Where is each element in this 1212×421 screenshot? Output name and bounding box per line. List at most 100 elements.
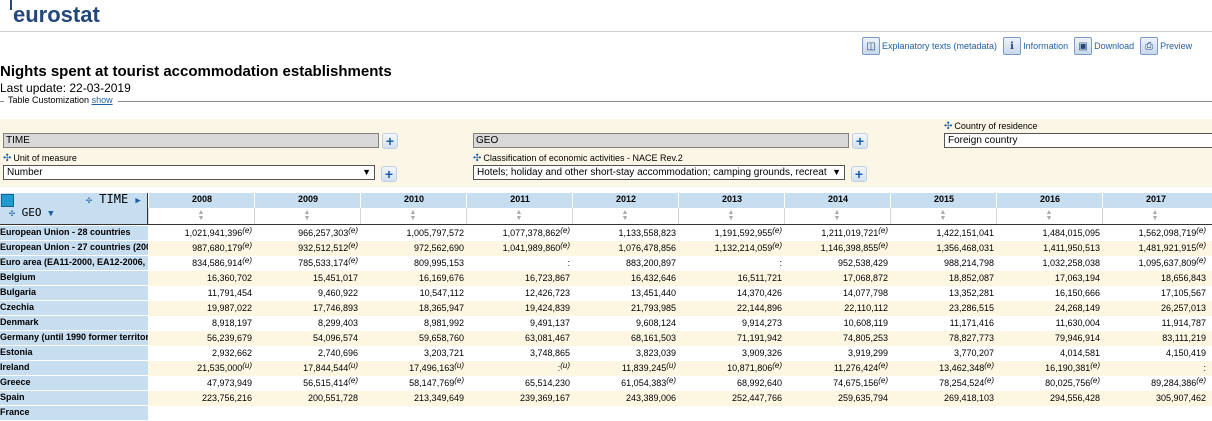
row-label[interactable]: Greece	[0, 376, 148, 391]
table-cell: 16,511,721	[737, 273, 782, 283]
move-icon[interactable]: ✣	[473, 153, 482, 164]
year-header[interactable]: 2012	[572, 193, 679, 208]
table-row: France	[0, 406, 1212, 421]
move-icon[interactable]: ✣	[944, 121, 953, 132]
table-settings-icon[interactable]	[1, 194, 14, 207]
row-label[interactable]: France	[0, 406, 148, 421]
year-header[interactable]: 2010	[360, 193, 467, 208]
toolbar-item[interactable]: ◫ Explanatory texts (metadata)	[862, 37, 997, 55]
table-cell: 8,299,403	[317, 318, 358, 328]
row-label[interactable]: Bulgaria	[0, 286, 148, 301]
unit-add-button[interactable]: +	[381, 166, 397, 182]
table-cell: 8,981,992	[423, 318, 464, 328]
year-header[interactable]: 2015	[890, 193, 997, 208]
year-header[interactable]: 2008	[148, 193, 255, 208]
year-header[interactable]: 2016	[996, 193, 1103, 208]
toolbar-label[interactable]: Explanatory texts (metadata)	[882, 41, 998, 51]
toolbar-label[interactable]: Preview	[1160, 41, 1193, 51]
nace-select[interactable]: Hotels; holiday and other short-stay acc…	[473, 165, 845, 180]
toolbar-label[interactable]: Download	[1094, 41, 1135, 51]
year-header[interactable]: 2013	[678, 193, 785, 208]
sort-icon[interactable]: ▲ ▼	[303, 209, 311, 222]
table-cell: 4,014,581	[1059, 348, 1100, 358]
sort-icon[interactable]: ▲ ▼	[1045, 209, 1053, 222]
table-cell: 785,533,174(e)	[298, 256, 358, 268]
row-label[interactable]: Spain	[0, 391, 148, 406]
table-cell: 16,169,676	[418, 273, 464, 283]
toolbar-item[interactable]: ▣ Download	[1074, 37, 1134, 55]
flag-note: (e)	[242, 241, 252, 250]
row-label[interactable]: European Union - 28 countries	[0, 226, 148, 241]
table-cell: 2,932,662	[211, 348, 252, 358]
print-icon[interactable]: ⎙	[1140, 37, 1159, 55]
table-row: European Union - 28 countries 1,021,941,3…	[0, 226, 1212, 241]
flag-note: (e)	[348, 376, 358, 385]
time-header[interactable]: ✣ TIME ▶	[86, 192, 141, 206]
time-add-button[interactable]: +	[382, 133, 398, 149]
table-row: Spain 223,756,216 200,551,728 213,349,649 23…	[0, 391, 1212, 406]
metadata-icon[interactable]: ◫	[862, 37, 880, 55]
row-label[interactable]: Germany (until 1990 former territor	[0, 331, 148, 346]
time-dimension-box[interactable]: TIME	[3, 133, 379, 148]
sort-icon[interactable]: ▲ ▼	[515, 209, 523, 222]
table-row: Czechia 19,987,022 17,746,893 18,365,947 19,…	[0, 301, 1212, 316]
table-cell: 305,907,462	[1155, 393, 1206, 403]
geo-header[interactable]: ✣ GEO ▼	[9, 206, 54, 219]
sort-icon[interactable]: ▲ ▼	[833, 209, 841, 222]
table-cell: 24,268,149	[1054, 303, 1100, 313]
year-header[interactable]: 2014	[784, 193, 891, 208]
save-icon[interactable]: ▣	[1074, 37, 1093, 55]
table-cell: 63,081,467	[524, 333, 570, 343]
year-header[interactable]: 2011	[466, 193, 573, 208]
sort-icon[interactable]: ▲ ▼	[409, 209, 417, 222]
country-residence-select[interactable]: Foreign country	[944, 133, 1212, 148]
table-cell: 9,608,124	[635, 318, 676, 328]
table-cell: 1,021,941,396(e)	[184, 226, 252, 238]
page-title: Nights spent at tourist accommodation es…	[0, 63, 392, 80]
flag-note: (e)	[1196, 241, 1206, 250]
geo-add-button[interactable]: +	[852, 133, 868, 149]
sort-icon[interactable]: ▲ ▼	[621, 209, 629, 222]
table-cell: 17,844,544(u)	[303, 361, 358, 373]
sort-icon[interactable]: ▲ ▼	[727, 209, 735, 222]
row-label[interactable]: Belgium	[0, 271, 148, 286]
unit-of-measure-label: ✣ Unit of measure	[3, 153, 77, 164]
customization-show-link[interactable]: show	[91, 95, 113, 105]
table-cell: 17,746,893	[312, 303, 358, 313]
country-residence-label: ✣ Country of residence	[944, 121, 1038, 132]
flag-note: (u)	[560, 361, 570, 370]
nace-add-button[interactable]: +	[851, 166, 867, 182]
row-label[interactable]: Ireland	[0, 361, 148, 376]
toolbar-label[interactable]: Information	[1023, 41, 1069, 51]
table-cell: 74,675,156(e)	[833, 376, 888, 388]
flag-note: (e)	[984, 361, 994, 370]
row-label[interactable]: European Union - 27 countries (200	[0, 241, 148, 256]
eurostat-logo[interactable]: eurostat	[13, 2, 100, 27]
table-cell: 11,791,454	[207, 288, 252, 298]
row-label[interactable]: Estonia	[0, 346, 148, 361]
table-cell: :(u)	[557, 361, 570, 373]
table-cell: 47,973,949	[206, 378, 252, 388]
row-label[interactable]: Denmark	[0, 316, 148, 331]
table-cell: 71,191,942	[736, 333, 782, 343]
chevron-down-icon: ▼	[362, 167, 371, 177]
year-header[interactable]: 2009	[254, 193, 361, 208]
toolbar-item[interactable]: ℹ Information	[1003, 37, 1068, 55]
sort-icon[interactable]: ▲ ▼	[939, 209, 947, 222]
table-corner: ✣ TIME ▶ ✣ GEO ▼	[0, 192, 148, 225]
table-cell: 988,214,798	[943, 258, 994, 268]
info-icon[interactable]: ℹ	[1003, 37, 1022, 55]
table-cell	[466, 406, 572, 421]
sort-icon[interactable]: ▲ ▼	[197, 209, 205, 222]
sort-icon[interactable]: ▲ ▼	[1151, 209, 1159, 222]
unit-of-measure-select[interactable]: Number ▼	[3, 165, 375, 180]
table-cell: 9,491,137	[529, 318, 570, 328]
toolbar-item[interactable]: ⎙ Preview	[1140, 37, 1192, 55]
geo-dimension-box[interactable]: GEO	[473, 133, 849, 148]
row-label[interactable]: Czechia	[0, 301, 148, 316]
row-label[interactable]: Euro area (EA11-2000, EA12-2006, E	[0, 256, 148, 271]
move-icon[interactable]: ✣	[3, 153, 12, 164]
table-cell: 1,041,989,860(e)	[502, 241, 570, 253]
year-header[interactable]: 2017	[1102, 193, 1209, 208]
table-cell: 16,150,666	[1054, 288, 1100, 298]
